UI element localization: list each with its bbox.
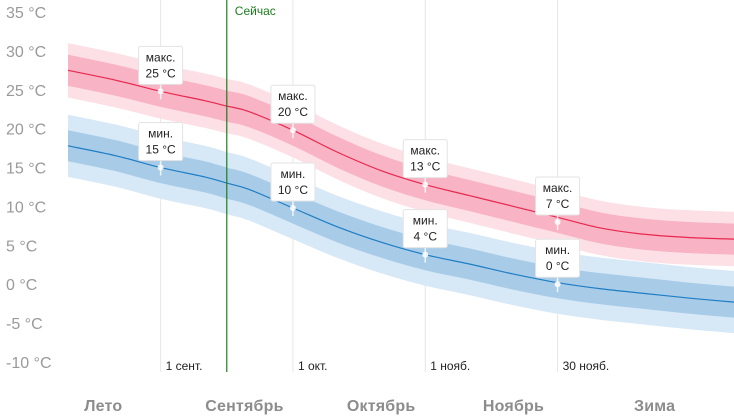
y-tick-label: 10 °C bbox=[6, 199, 46, 216]
y-tick-label: 15 °C bbox=[6, 161, 46, 178]
x-tick-label: 1 окт. bbox=[298, 359, 328, 373]
now-marker: Сейчас bbox=[226, 0, 276, 372]
marker-dot bbox=[422, 181, 429, 188]
label-title: макс. bbox=[278, 89, 308, 103]
label-title: макс. bbox=[410, 144, 440, 158]
min-value-label: мин. 4 °C bbox=[402, 209, 448, 263]
season-label: Сентябрь bbox=[205, 398, 283, 415]
marker-dot bbox=[157, 88, 164, 95]
now-label: Сейчас bbox=[235, 4, 276, 18]
y-tick-label: 5 °C bbox=[6, 238, 37, 255]
label-title: макс. bbox=[146, 50, 176, 64]
season-label: Ноябрь bbox=[483, 398, 544, 415]
season-labels: Лето Сентябрь Октябрь Ноябрь Зима bbox=[84, 398, 675, 415]
max-value-label: макс. 25 °C bbox=[138, 45, 184, 100]
y-axis-labels: 35 °C 30 °C 25 °C 20 °C 15 °C 10 °C 5 °C 0 °C -5… bbox=[6, 5, 52, 372]
y-tick-label: 35 °C bbox=[6, 5, 46, 22]
y-tick-label: -10 °C bbox=[6, 355, 52, 372]
max-value-label: макс. 7 °C bbox=[535, 176, 581, 230]
min-value-label: мин. 10 °C bbox=[270, 162, 316, 216]
label-title: мин. bbox=[280, 167, 305, 181]
min-value-label: мин. 15 °C bbox=[138, 122, 184, 176]
y-tick-label: 0 °C bbox=[6, 277, 37, 294]
y-tick-label: -5 °C bbox=[6, 316, 43, 333]
label-title: мин. bbox=[413, 214, 438, 228]
label-value: 15 °C bbox=[146, 143, 176, 157]
temperature-lines bbox=[67, 69, 734, 303]
label-box bbox=[535, 176, 581, 216]
label-box bbox=[138, 45, 184, 85]
x-tick-label: 1 нояб. bbox=[430, 359, 470, 373]
y-tick-label: 25 °C bbox=[6, 83, 46, 100]
label-box bbox=[138, 122, 184, 162]
label-value: 0 °C bbox=[546, 259, 570, 273]
label-value: 10 °C bbox=[278, 183, 308, 197]
label-box bbox=[402, 139, 448, 179]
min-series-line bbox=[67, 145, 734, 303]
marker-dot bbox=[554, 281, 561, 288]
max-series-line bbox=[67, 69, 734, 240]
marker-dot bbox=[554, 219, 561, 225]
x-tick-label: 30 нояб. bbox=[563, 359, 610, 373]
y-tick-label: 30 °C bbox=[6, 44, 46, 61]
label-value: 20 °C bbox=[278, 105, 308, 119]
label-title: мин. bbox=[148, 127, 173, 141]
label-value: 25 °C bbox=[146, 66, 176, 80]
max-value-label: макс. 20 °C bbox=[270, 84, 316, 139]
max-value-label: макс. 13 °C bbox=[402, 139, 448, 193]
marker-dot bbox=[289, 205, 296, 211]
x-tick-label: 1 сент. bbox=[166, 359, 203, 373]
label-value: 4 °C bbox=[414, 230, 438, 244]
x-axis-date-labels: 1 сент. 1 окт. 1 нояб. 30 нояб. bbox=[166, 359, 610, 373]
season-label: Зима bbox=[634, 398, 675, 415]
label-title: макс. bbox=[543, 181, 573, 195]
label-box bbox=[535, 238, 581, 278]
temperature-bands bbox=[68, 43, 734, 334]
label-box bbox=[270, 84, 316, 124]
marker-dot bbox=[422, 251, 429, 258]
label-value: 7 °C bbox=[546, 197, 570, 211]
marker-dot bbox=[157, 164, 164, 171]
label-title: мин. bbox=[545, 243, 570, 257]
label-box bbox=[270, 162, 316, 202]
label-value: 13 °C bbox=[410, 160, 440, 174]
min-value-label: мин. 0 °C bbox=[535, 238, 581, 293]
season-label: Лето bbox=[84, 398, 122, 415]
label-box bbox=[402, 209, 448, 249]
y-tick-label: 20 °C bbox=[6, 122, 46, 139]
season-label: Октябрь bbox=[347, 398, 416, 415]
marker-dot bbox=[289, 127, 296, 134]
